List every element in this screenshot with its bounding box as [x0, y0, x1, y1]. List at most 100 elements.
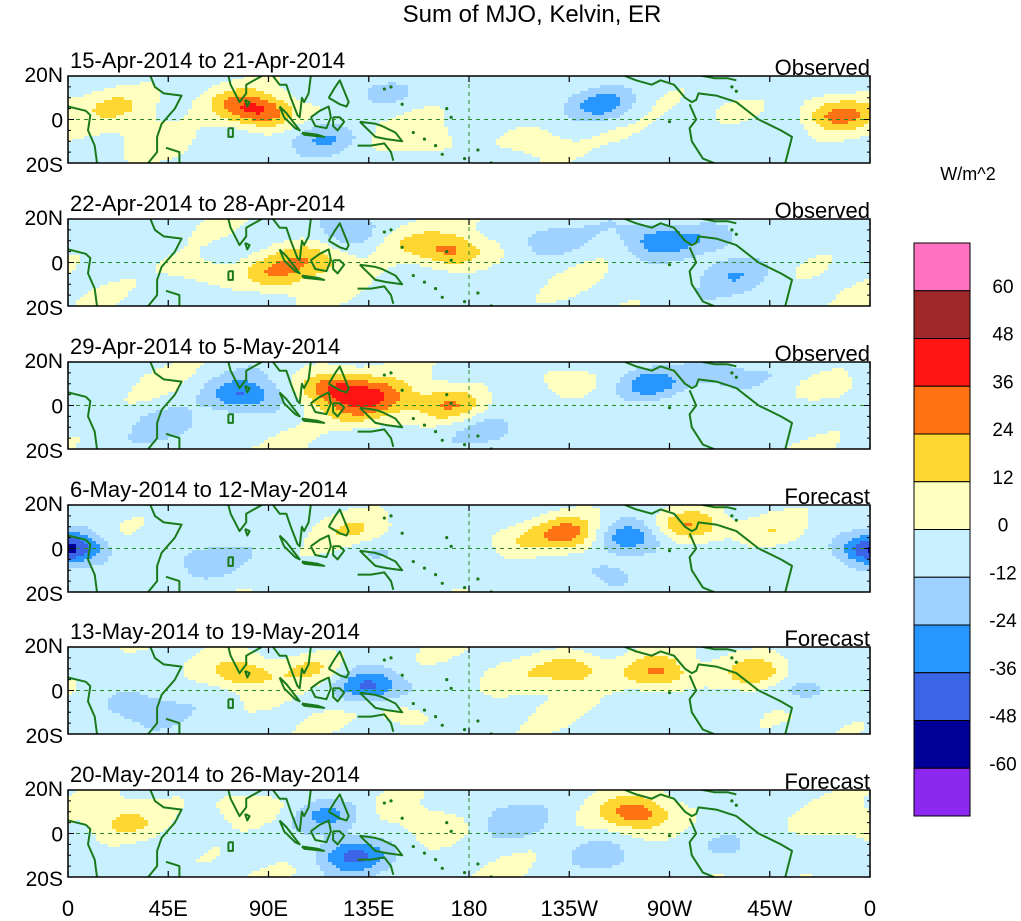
heatmap-cell [312, 91, 317, 95]
heatmap-cell [84, 148, 89, 152]
heatmap-cell [500, 139, 505, 143]
heatmap-cell [448, 106, 453, 110]
heatmap-cell [776, 121, 781, 125]
heatmap-cell [828, 100, 833, 104]
heatmap-cell [88, 94, 93, 98]
heatmap-cell [412, 91, 417, 95]
heatmap-cell [504, 106, 509, 110]
heatmap-cell [524, 115, 529, 119]
heatmap-cell [272, 94, 277, 98]
heatmap-cell [240, 76, 245, 80]
heatmap-cell [420, 97, 425, 101]
heatmap-cell [264, 127, 269, 131]
heatmap-cell [240, 148, 245, 152]
heatmap-cell [560, 112, 565, 116]
heatmap-cell [420, 130, 425, 134]
heatmap-cell [364, 76, 369, 80]
heatmap-cell [192, 130, 197, 134]
heatmap-cell [360, 103, 365, 107]
heatmap-cell [456, 79, 461, 83]
heatmap-cell [584, 112, 589, 116]
heatmap-cell [260, 88, 265, 92]
heatmap-cell [88, 97, 93, 101]
heatmap-cell [204, 139, 209, 143]
heatmap-cell [128, 97, 133, 101]
heatmap-cell [660, 133, 665, 137]
heatmap-cell [136, 103, 141, 107]
heatmap-cell [836, 103, 841, 107]
heatmap-cell [316, 106, 321, 110]
heatmap-cell [348, 91, 353, 95]
heatmap-cell [760, 79, 765, 83]
heatmap-cell [320, 136, 325, 140]
heatmap-cell [188, 139, 193, 143]
heatmap-cell [784, 112, 789, 116]
heatmap-cell [400, 85, 405, 89]
heatmap-cell [704, 97, 709, 101]
heatmap-cell [332, 145, 337, 149]
heatmap-cell [824, 133, 829, 137]
heatmap-cell [296, 82, 301, 86]
heatmap-cell [132, 109, 137, 113]
heatmap-cell [336, 100, 341, 104]
heatmap-cell [736, 82, 741, 86]
heatmap-cell [208, 124, 213, 128]
heatmap-cell [620, 124, 625, 128]
heatmap-cell [748, 88, 753, 92]
heatmap-cell [604, 85, 609, 89]
heatmap-cell [272, 91, 277, 95]
heatmap-cell [864, 82, 869, 86]
heatmap-cell [756, 106, 761, 110]
heatmap-cell [824, 109, 829, 113]
heatmap-cell [724, 112, 729, 116]
heatmap-cell [448, 94, 453, 98]
heatmap-cell [140, 100, 145, 104]
heatmap-cell [392, 85, 397, 89]
heatmap-cell [144, 148, 149, 152]
heatmap-cell [688, 82, 693, 86]
heatmap-cell [248, 88, 253, 92]
heatmap-cell [544, 112, 549, 116]
heatmap-cell [688, 148, 693, 152]
heatmap-cell [204, 100, 209, 104]
heatmap-cell [676, 139, 681, 143]
heatmap-cell [144, 124, 149, 128]
heatmap-cell [528, 115, 533, 119]
heatmap-cell [624, 124, 629, 128]
heatmap-cell [388, 115, 393, 119]
heatmap-cell [384, 109, 389, 113]
heatmap-cell [492, 88, 497, 92]
heatmap-cell [760, 106, 765, 110]
heatmap-cell [780, 100, 785, 104]
heatmap-cell [612, 106, 617, 110]
heatmap-cell [704, 88, 709, 92]
heatmap-cell [188, 142, 193, 146]
heatmap-cell [300, 136, 305, 140]
heatmap-cell [240, 103, 245, 107]
heatmap-cell [176, 103, 181, 107]
heatmap-cell [588, 136, 593, 140]
heatmap-cell [644, 100, 649, 104]
heatmap-cell [488, 112, 493, 116]
heatmap-cell [316, 148, 321, 152]
heatmap-cell [432, 127, 437, 131]
heatmap-cell [384, 88, 389, 92]
heatmap-cell [168, 133, 173, 137]
heatmap-cell [200, 109, 205, 113]
heatmap-cell [812, 121, 817, 125]
heatmap-cell [516, 124, 521, 128]
heatmap-cell [264, 91, 269, 95]
heatmap-cell [564, 121, 569, 125]
heatmap-cell [464, 145, 469, 149]
heatmap-cell [144, 118, 149, 122]
heatmap-cell [392, 106, 397, 110]
heatmap-cell [208, 133, 213, 137]
heatmap-cell [672, 142, 677, 146]
heatmap-cell [504, 103, 509, 107]
heatmap-cell [792, 103, 797, 107]
heatmap-cell [860, 103, 865, 107]
heatmap-cell [620, 100, 625, 104]
heatmap-cell [716, 85, 721, 89]
heatmap-cell [572, 145, 577, 149]
heatmap-cell [180, 109, 185, 113]
